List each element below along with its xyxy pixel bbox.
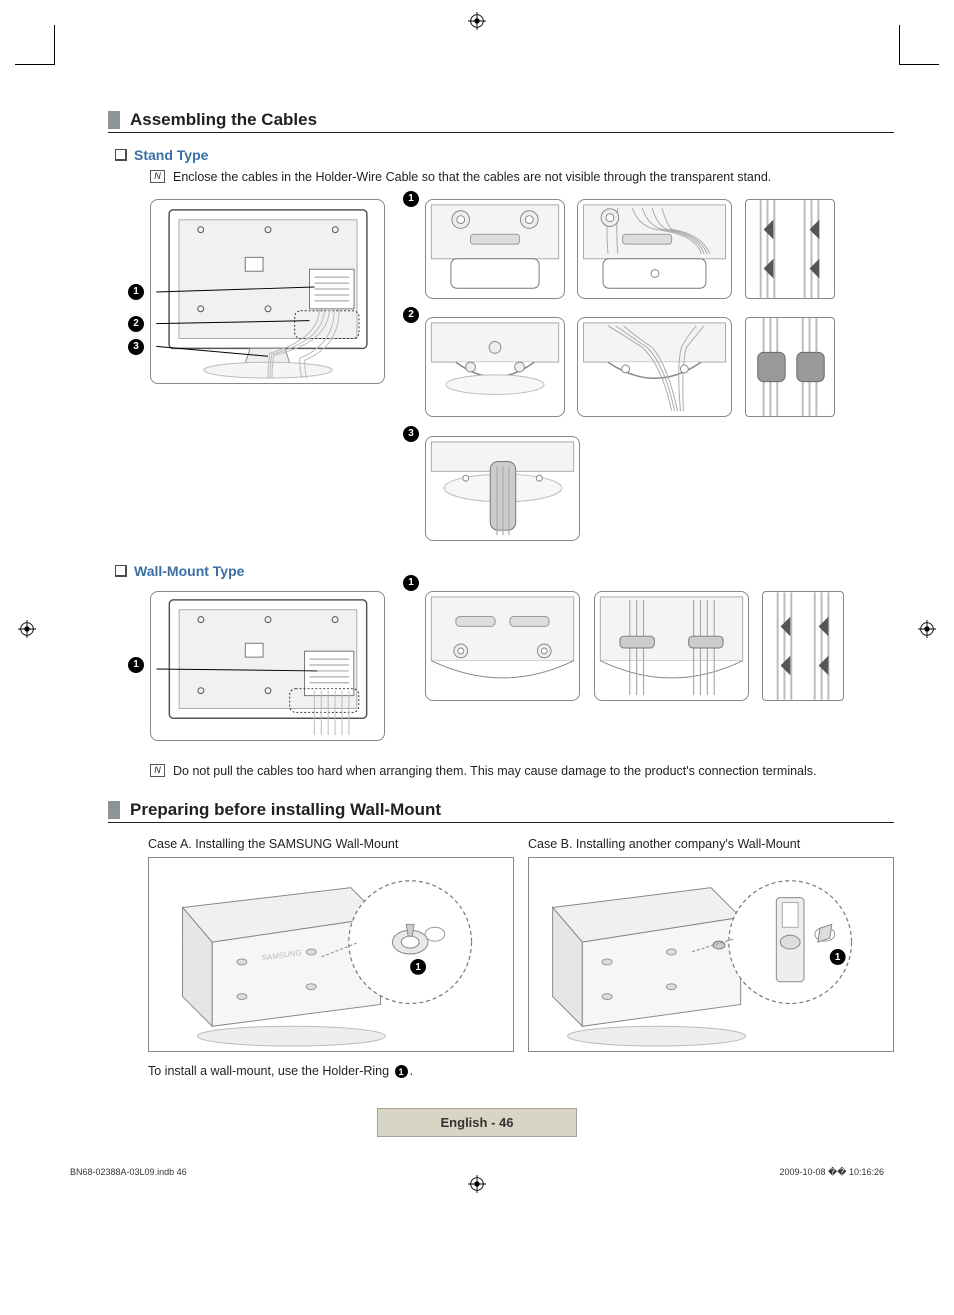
note-stand-type: N Enclose the cables in the Holder-Wire … — [150, 169, 894, 187]
section-header-cables: Assembling the Cables — [108, 110, 894, 133]
registration-mark-right — [918, 620, 936, 638]
subheading-wall-mount: Wall-Mount Type — [115, 563, 894, 579]
diagram-tv-back-stand — [150, 199, 385, 384]
diagram-step2c — [745, 317, 835, 417]
meta-left: BN68-02388A-03L09.indb 46 — [70, 1167, 187, 1178]
registration-mark-left — [18, 620, 36, 638]
note-wall-mount: N Do not pull the cables too hard when a… — [150, 763, 894, 781]
diagram-tv-back-wall — [150, 591, 385, 741]
diagram-step1a — [425, 199, 565, 299]
callout-3: 3 — [128, 339, 144, 355]
diagram-wm-2 — [594, 591, 749, 701]
diagram-step1c — [745, 199, 835, 299]
case-b-figure: 1 — [528, 857, 894, 1052]
crop-mark-tr — [899, 25, 939, 65]
install-note: To install a wall-mount, use the Holder-… — [148, 1064, 894, 1078]
square-bullet-icon — [115, 149, 126, 160]
diagram-step2b — [577, 317, 732, 417]
svg-text:1: 1 — [415, 962, 421, 973]
note-text: Enclose the cables in the Holder-Wire Ca… — [173, 169, 771, 187]
note-text: Do not pull the cables too hard when arr… — [173, 763, 817, 781]
section-header-wallmount-prepare: Preparing before installing Wall-Mount — [108, 800, 894, 823]
callout-2: 2 — [128, 316, 144, 332]
case-a-figure: SAMSUNG 1 — [148, 857, 514, 1052]
sub-title: Stand Type — [134, 147, 208, 163]
holder-ring-ref: 1 — [395, 1065, 408, 1078]
case-b-label: Case B. Installing another company's Wal… — [528, 837, 894, 851]
figure-group-wallmount: 1 1 — [150, 585, 894, 745]
step-label-3: 3 — [403, 426, 419, 442]
section-title: Preparing before installing Wall-Mount — [130, 800, 441, 820]
case-a: Case A. Installing the SAMSUNG Wall-Moun… — [148, 837, 514, 1052]
subheading-stand-type: Stand Type — [115, 147, 894, 163]
diagram-step1b — [577, 199, 732, 299]
section-bar-icon — [108, 801, 120, 819]
install-note-pre: To install a wall-mount, use the Holder-… — [148, 1064, 393, 1078]
callout-1: 1 — [128, 284, 144, 300]
case-a-label: Case A. Installing the SAMSUNG Wall-Moun… — [148, 837, 514, 851]
page-footer-tag: English - 46 — [377, 1108, 577, 1137]
diagram-step3 — [425, 436, 580, 541]
square-bullet-icon — [115, 565, 126, 576]
figure-group-stand: 1 2 3 1 — [150, 199, 894, 549]
step-label-1-wm: 1 — [403, 575, 419, 591]
svg-text:1: 1 — [835, 952, 841, 963]
note-icon: N — [150, 170, 165, 183]
section-title: Assembling the Cables — [130, 110, 317, 130]
case-b: Case B. Installing another company's Wal… — [528, 837, 894, 1052]
registration-mark-bottom — [468, 1175, 486, 1193]
step-label-2: 2 — [403, 307, 419, 323]
diagram-wm-1 — [425, 591, 580, 701]
install-note-post: . — [410, 1064, 413, 1078]
note-icon: N — [150, 764, 165, 777]
diagram-step2a — [425, 317, 565, 417]
diagram-wm-3 — [762, 591, 844, 701]
case-row: Case A. Installing the SAMSUNG Wall-Moun… — [148, 837, 894, 1052]
meta-right: 2009-10-08 �� 10:16:26 — [779, 1167, 884, 1178]
step-label-1: 1 — [403, 191, 419, 207]
section-bar-icon — [108, 111, 120, 129]
crop-mark-tl — [15, 25, 55, 65]
registration-mark-top — [468, 12, 486, 30]
callout-1-wm: 1 — [128, 657, 144, 673]
sub-title: Wall-Mount Type — [134, 563, 244, 579]
